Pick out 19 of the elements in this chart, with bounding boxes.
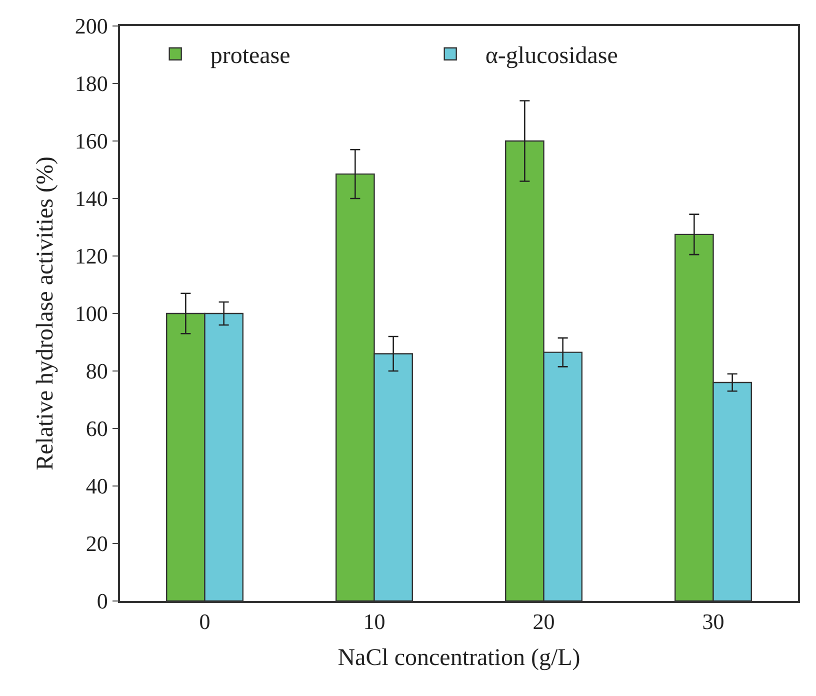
y-tick-label: 100 <box>74 301 108 326</box>
y-tick-label: 200 <box>74 14 108 39</box>
y-tick-label: 160 <box>74 128 108 154</box>
x-tick-label: 10 <box>363 609 386 634</box>
y-tick-label: 80 <box>86 358 108 384</box>
x-tick-label: 20 <box>532 609 555 634</box>
y-tick-label: 180 <box>74 71 108 96</box>
y-tick-label: 140 <box>74 186 108 212</box>
legend-label: protease <box>210 43 290 70</box>
y-tick-label: 60 <box>86 416 108 442</box>
x-tick-label: 0 <box>199 609 210 634</box>
x-axis-title: NaCl concentration (g/L) <box>338 644 580 671</box>
x-tick-label: 30 <box>702 609 724 634</box>
y-tick-label: 20 <box>86 531 108 556</box>
y-tick-label: 40 <box>86 474 108 499</box>
y-tick-label: 120 <box>74 244 108 269</box>
y-axis-title: Relative hydrolase activities (%) <box>32 156 58 470</box>
y-tick-label: 0 <box>96 588 108 614</box>
legend-label: α-glucosidase <box>485 43 618 70</box>
